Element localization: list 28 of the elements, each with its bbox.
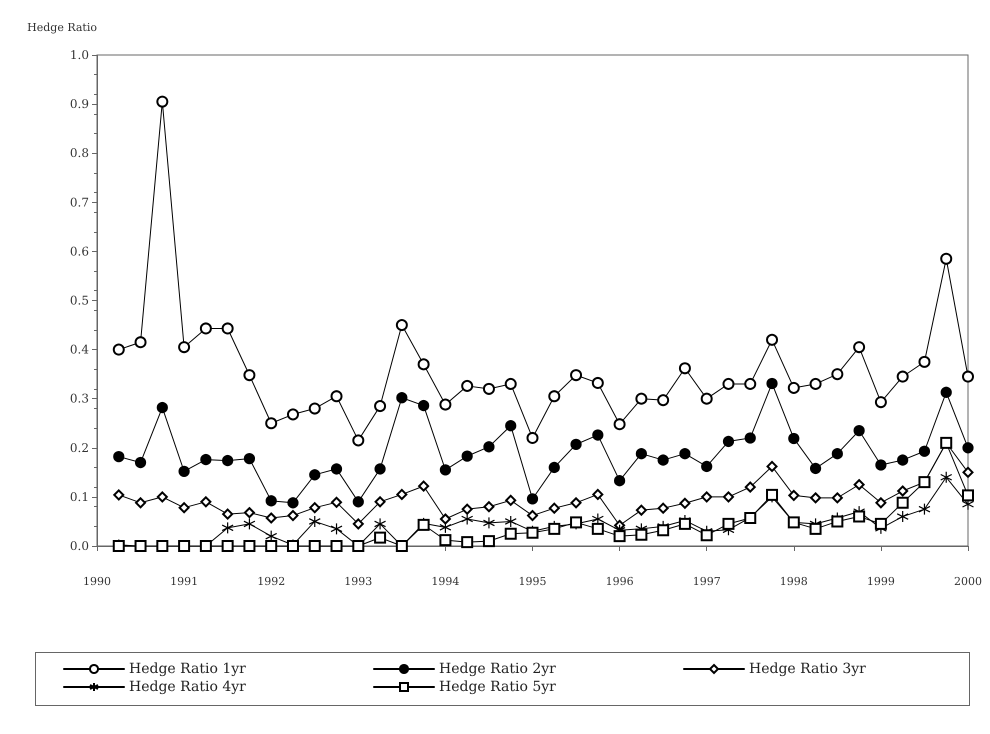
x-tick-label: 1991 — [170, 575, 198, 588]
x-tick-label: 1993 — [344, 575, 372, 588]
y-tick-label: 0.8 — [70, 146, 89, 160]
legend-label: Hedge Ratio 4yr — [129, 679, 246, 695]
x-tick-label: 1994 — [431, 575, 460, 588]
y-tick-label: 1.0 — [70, 48, 89, 62]
x-tick-label: 2000 — [954, 575, 982, 588]
y-tick-label: 0.9 — [70, 97, 89, 112]
x-tick-label: 1990 — [83, 575, 111, 588]
y-tick-label: 0.5 — [70, 294, 89, 308]
legend-label: Hedge Ratio 5yr — [439, 679, 556, 695]
x-tick-label: 1992 — [257, 575, 286, 588]
x-tick-label: 1996 — [606, 575, 634, 588]
y-tick-label: 0.2 — [70, 440, 89, 455]
x-tick-label: 1995 — [518, 575, 546, 588]
legend-label: Hedge Ratio 2yr — [439, 661, 556, 677]
y-tick-label: 0.0 — [70, 539, 89, 553]
y-tick-label: 0.6 — [70, 244, 89, 258]
x-tick-label: 1998 — [780, 575, 808, 588]
legend-label: Hedge Ratio 3yr — [749, 661, 866, 677]
y-tick-label: 0.3 — [70, 392, 89, 406]
y-axis-title: Hedge Ratio — [27, 21, 98, 34]
y-tick-label: 0.1 — [70, 490, 89, 504]
x-tick-label: 1997 — [692, 575, 721, 588]
y-tick-label: 0.7 — [70, 195, 89, 210]
y-tick-label: 0.4 — [70, 342, 90, 357]
legend-label: Hedge Ratio 1yr — [129, 661, 246, 677]
x-tick-label: 1999 — [866, 575, 895, 588]
